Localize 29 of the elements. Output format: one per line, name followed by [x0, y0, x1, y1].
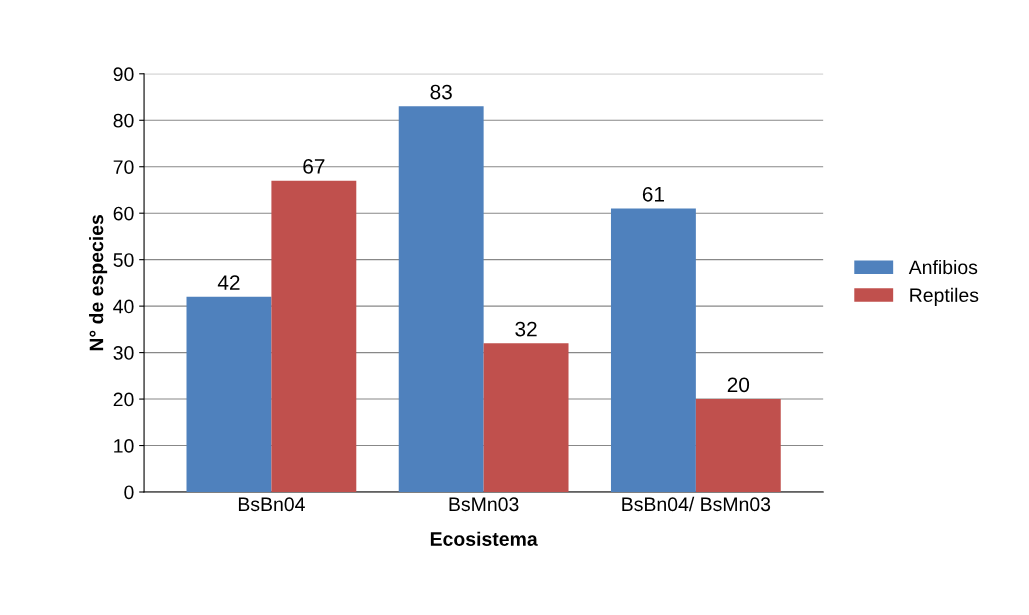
- y-tick-label: 40: [113, 299, 134, 314]
- y-tick-label: 50: [113, 253, 134, 267]
- y-tick-label: 80: [113, 113, 134, 128]
- bar: [483, 343, 569, 492]
- y-tick-label: 90: [113, 67, 134, 82]
- y-tick-label: 70: [113, 160, 134, 174]
- data-label: 67: [303, 159, 325, 174]
- y-tick-label: 60: [113, 206, 134, 221]
- x-tick-label: BsMn03: [449, 497, 519, 512]
- bar: [398, 106, 484, 492]
- y-tick-label: 30: [113, 346, 134, 360]
- bar: [610, 208, 696, 492]
- data-label: 83: [430, 84, 452, 100]
- bar: [271, 180, 357, 492]
- data-label: 42: [217, 275, 240, 290]
- y-tick-label: 0: [124, 485, 134, 500]
- bar: [186, 296, 272, 492]
- data-label: 61: [642, 186, 664, 202]
- legend-label: Anfibios: [908, 259, 978, 275]
- y-axis-title: N° de especies: [89, 214, 108, 351]
- legend-label: Reptiles: [910, 287, 979, 306]
- bar: [695, 399, 781, 492]
- x-tick-label: BsBn04/ BsMn03: [622, 496, 771, 512]
- x-tick-label: BsBn04: [238, 497, 305, 512]
- y-tick-label: 10: [114, 439, 134, 453]
- y-tick-label: 20: [113, 392, 134, 407]
- data-label: 32: [515, 321, 537, 337]
- data-label: 20: [727, 377, 750, 393]
- x-axis-title: Ecosistema: [430, 531, 538, 546]
